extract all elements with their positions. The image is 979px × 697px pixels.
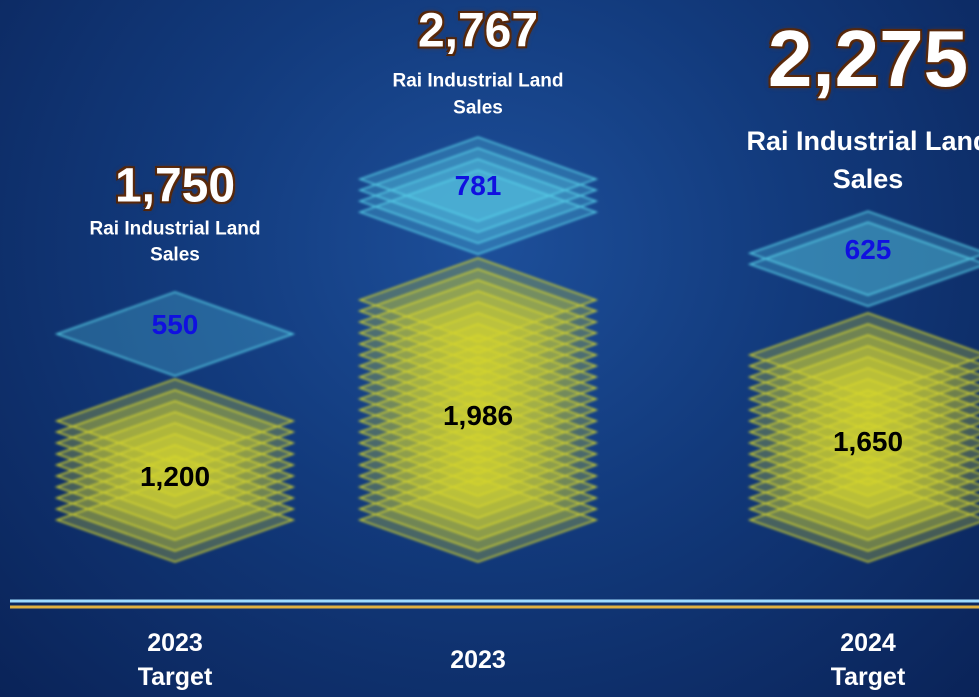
- segment-label: 1,200: [139, 461, 211, 492]
- stack-segment: [54, 378, 296, 563]
- layer: [747, 210, 979, 297]
- layer: [357, 257, 599, 343]
- segment-label: 1,986: [442, 400, 514, 432]
- total-value: 2,767: [417, 4, 539, 58]
- segment-label: 781: [454, 169, 502, 201]
- layer: [357, 136, 599, 222]
- total-caption: Rai Industrial Land Sales: [89, 218, 261, 266]
- layer: [54, 291, 296, 377]
- stack-segment: [357, 136, 599, 255]
- layer: [54, 378, 296, 464]
- stack-segment: [747, 210, 979, 308]
- category-label: 2023: [450, 646, 506, 674]
- total-value: 2,275: [767, 14, 969, 104]
- total-caption: Rai Industrial Land Sales: [746, 126, 979, 195]
- segment-label: 1,650: [832, 426, 904, 458]
- category-label: 2023 Target: [137, 629, 213, 691]
- layer: [747, 312, 979, 398]
- total-value: 1,750: [114, 159, 236, 213]
- stack-segment: [747, 312, 979, 563]
- total-caption: Rai Industrial Land Sales: [392, 70, 564, 119]
- category-label: 2024 Target: [830, 629, 906, 691]
- segment-label: 550: [151, 309, 199, 341]
- stack-segment: [357, 257, 599, 563]
- stack-segment: [54, 291, 296, 377]
- segment-label: 625: [844, 233, 892, 265]
